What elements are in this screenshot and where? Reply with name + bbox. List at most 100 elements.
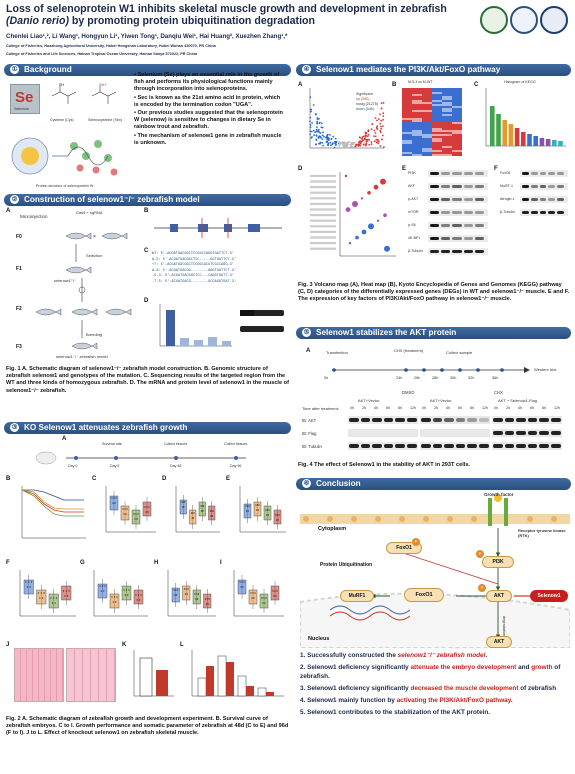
volcano-point	[351, 141, 353, 144]
svg-text:×: ×	[93, 234, 96, 240]
heatmap-cell	[452, 136, 462, 138]
volcano-point	[311, 136, 313, 138]
heatmap-cell	[402, 142, 412, 144]
conclusion-list: 1. Successfully constructed the selenow1…	[300, 652, 570, 721]
akt-blot-band	[527, 418, 538, 422]
heatmap-cell	[422, 104, 432, 106]
volcano-point	[310, 110, 312, 113]
heatmap-cell	[432, 110, 442, 112]
selenocysteine-label: Selenocysteine (Sec)	[88, 118, 122, 122]
volcano-point	[315, 135, 318, 137]
growth-timeline	[35, 451, 246, 465]
section-header-akt: ⑤ Selenow1 stabilizes the AKT protein	[296, 327, 571, 339]
volcano-point	[365, 134, 367, 137]
university-logo-3	[540, 6, 568, 34]
institution-logos	[480, 6, 570, 50]
volcano-point	[316, 126, 318, 128]
blot-band	[522, 172, 529, 175]
volcano-point	[309, 96, 312, 98]
heatmap-cell	[402, 138, 412, 140]
heatmap-cell	[422, 100, 432, 102]
blot-label: p-AKT	[408, 197, 419, 201]
heatmap-cell	[422, 148, 432, 150]
kegg-term-label	[310, 191, 336, 194]
akt-blot-band	[383, 418, 394, 422]
heatmap-cell	[422, 154, 432, 156]
heatmap-cell	[422, 106, 432, 108]
akt-blot-band	[479, 431, 489, 435]
akt-blot-band	[467, 444, 477, 448]
blot-band	[452, 172, 462, 175]
heatmap-cell	[432, 122, 442, 124]
heatmap-cell	[432, 114, 442, 116]
heatmap-cell	[422, 94, 432, 96]
blot-band	[463, 237, 473, 240]
university-logo-1	[480, 6, 508, 34]
akt-blot-band	[551, 444, 561, 448]
heatmap-cell	[412, 124, 422, 126]
sequence-alignment: WT: 5'-ACGATGACGGCTCCGGCCAGGTGATTCT-3' Δ…	[152, 252, 237, 284]
heatmap-cell	[402, 116, 412, 118]
volcano-point	[327, 144, 329, 146]
boxplot-box	[263, 505, 272, 521]
volcano-point	[348, 141, 351, 144]
volcano-point	[345, 146, 347, 149]
akt-blot-band	[407, 431, 417, 435]
kegg-term-label	[310, 230, 336, 233]
heatmap-cell	[412, 128, 422, 130]
blot-strip	[428, 183, 488, 190]
boxplot-box	[270, 585, 280, 601]
heatmap-cell	[422, 134, 432, 136]
volcano-point	[343, 141, 346, 144]
heatmap-cell	[422, 114, 432, 116]
figure-2-caption: Fig. 2 A. Schematic diagram of zebrafish…	[6, 716, 289, 737]
heatmap-cell	[402, 96, 412, 98]
blot-band	[463, 172, 473, 175]
blot-band	[539, 185, 547, 188]
heatmap-cell	[412, 92, 422, 94]
blot-strip	[428, 235, 488, 242]
volcano-point	[318, 142, 320, 145]
heatmap-cell	[452, 152, 462, 154]
blot-strip	[520, 209, 568, 216]
heatmap-cell	[402, 92, 412, 94]
heatmap-cell	[422, 126, 432, 128]
heatmap-cell	[402, 114, 412, 116]
heatmap-cell	[442, 90, 452, 92]
title-line2: by promoting protein ubiquitination degr…	[68, 15, 315, 27]
figure-3: A Significant up (590) nosig (21275) dow…	[298, 78, 569, 272]
volcano-point	[367, 138, 370, 141]
heatmap-cell	[412, 120, 422, 122]
volcano-point	[341, 143, 344, 146]
blot-label: Atrogin-1	[500, 197, 515, 201]
boxplot-panel	[239, 486, 286, 533]
kegg-bubble-plot	[310, 172, 396, 257]
heatmap-cell	[452, 132, 462, 134]
volcano-point	[320, 122, 323, 125]
kegg-bar	[545, 139, 551, 146]
boxplot-box	[120, 505, 130, 521]
blot-band	[530, 172, 538, 175]
akt-blot-band	[479, 444, 489, 448]
volcano-point	[344, 145, 347, 148]
heatmap-cell	[422, 90, 432, 92]
akt-blot-band	[361, 431, 371, 435]
boxplot-box	[189, 509, 197, 525]
heatmap-cell	[402, 126, 412, 128]
akt-blot-band	[432, 444, 443, 448]
heatmap-cell	[452, 106, 462, 108]
kegg-term-label	[310, 180, 336, 183]
volcano-point	[309, 124, 312, 126]
heatmap-cell	[432, 88, 442, 90]
heatmap-cell	[432, 116, 442, 118]
boxplot-box	[243, 503, 252, 519]
heatmap-cell	[452, 146, 462, 148]
blot-label: FoxO1	[500, 171, 511, 175]
volcano-point	[335, 144, 337, 146]
volcano-point	[314, 131, 316, 133]
heatmap-cell	[422, 118, 432, 120]
volcano-point	[333, 146, 336, 149]
volcano-point	[362, 143, 365, 146]
survival-curve	[21, 486, 86, 539]
blot-band	[539, 211, 547, 214]
